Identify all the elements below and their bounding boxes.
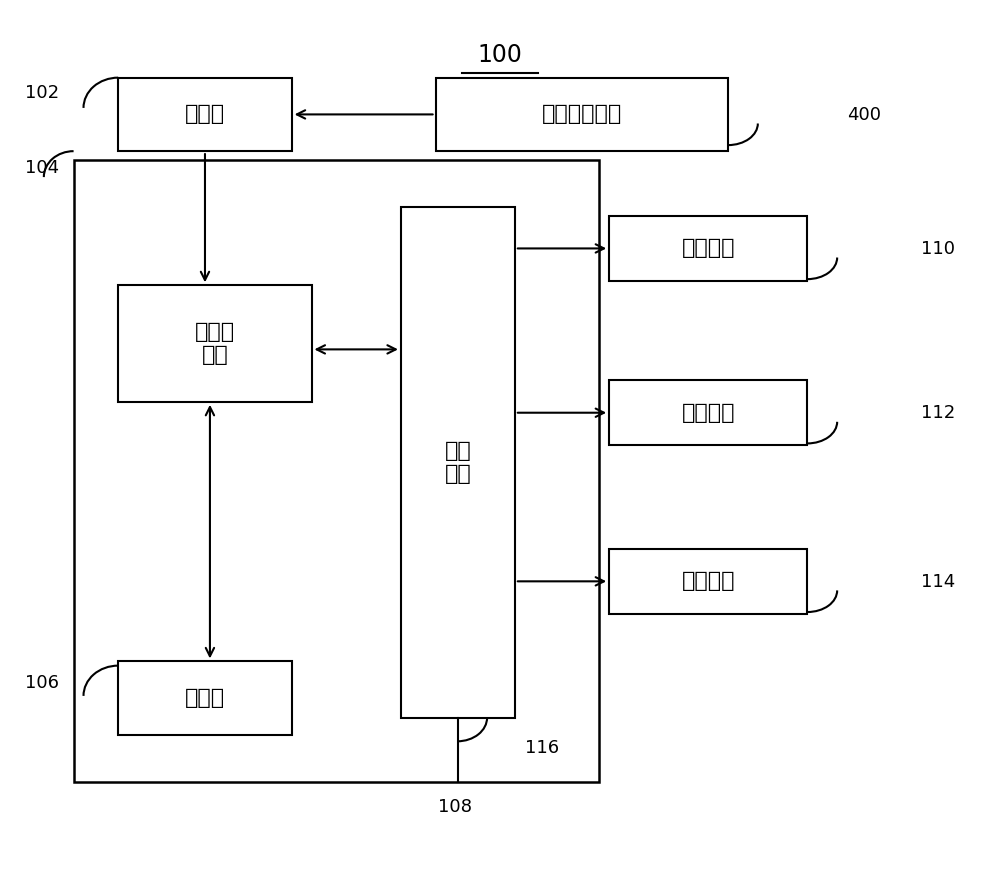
Text: 104: 104 — [25, 160, 59, 177]
Text: 116: 116 — [525, 739, 559, 757]
Text: 汽车导航装置: 汽车导航装置 — [542, 105, 622, 125]
Text: 触控屏幕: 触控屏幕 — [682, 571, 735, 591]
Text: 106: 106 — [25, 674, 59, 692]
Bar — [118, 78, 292, 151]
Bar — [74, 160, 599, 782]
Text: 射频模块: 射频模块 — [682, 238, 735, 258]
Text: 外设
接口: 外设 接口 — [444, 441, 471, 484]
Text: 102: 102 — [25, 84, 59, 102]
Bar — [436, 78, 728, 151]
Bar — [609, 216, 807, 281]
Text: 114: 114 — [921, 573, 956, 591]
Text: 处理器: 处理器 — [185, 688, 225, 708]
Text: 400: 400 — [847, 106, 881, 124]
Text: 110: 110 — [921, 240, 955, 258]
Text: 108: 108 — [438, 798, 472, 816]
Bar — [609, 549, 807, 614]
Bar — [401, 208, 515, 718]
Text: 音频模块: 音频模块 — [682, 402, 735, 423]
Bar — [609, 381, 807, 445]
Text: 存储器: 存储器 — [185, 105, 225, 125]
Bar — [118, 662, 292, 735]
Text: 存储控
制器: 存储控 制器 — [195, 322, 235, 365]
Text: 100: 100 — [478, 43, 522, 67]
Text: 112: 112 — [921, 404, 956, 423]
Bar — [118, 285, 312, 402]
